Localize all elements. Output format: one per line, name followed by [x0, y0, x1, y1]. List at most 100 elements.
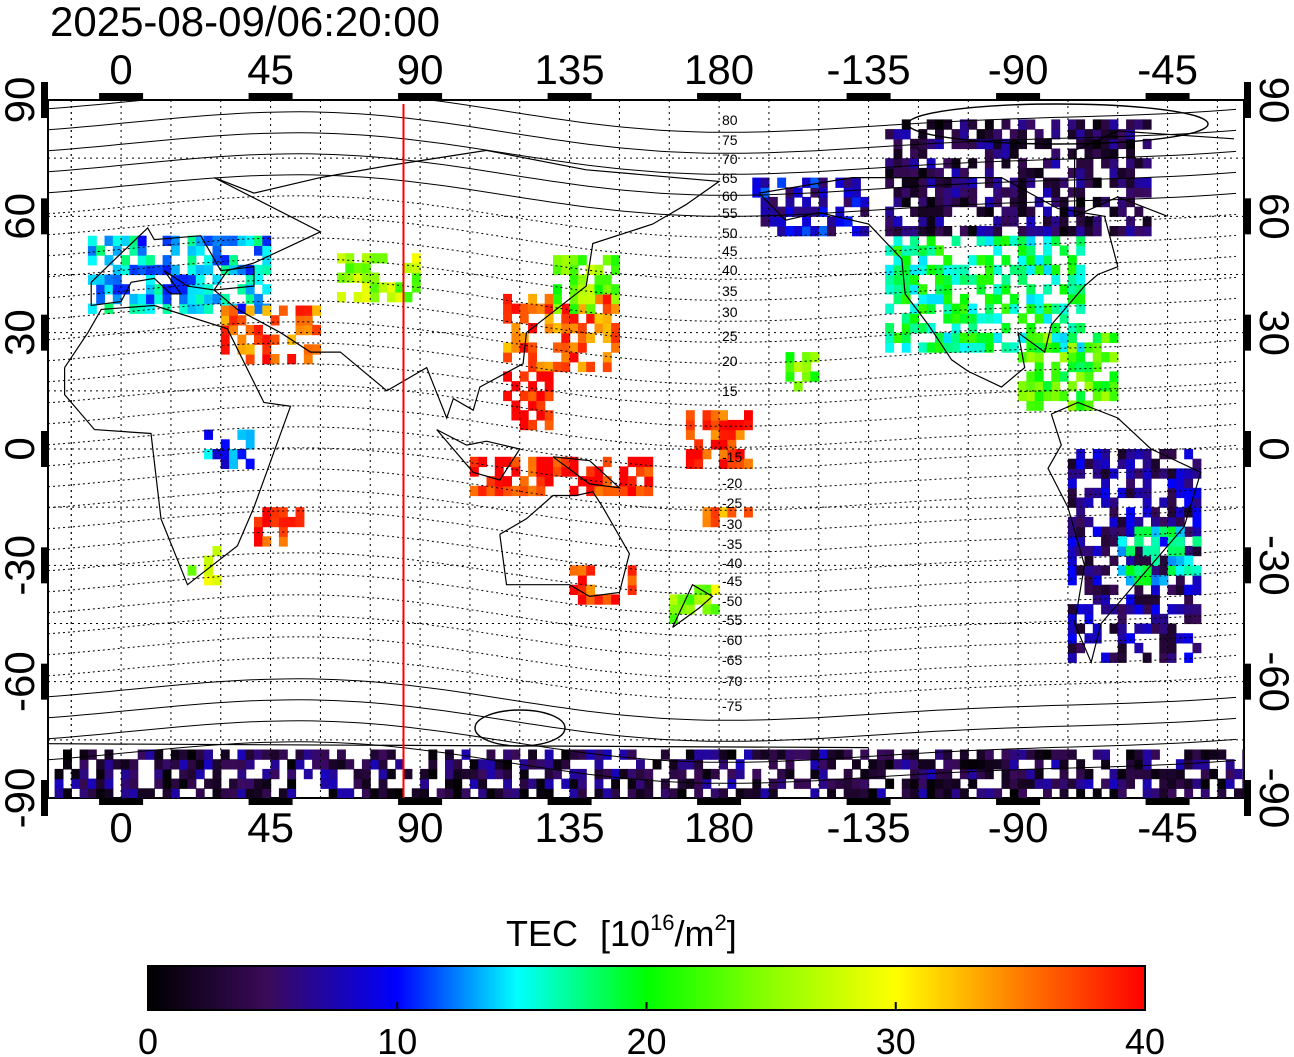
tec-cell — [702, 778, 712, 789]
tec-cell — [959, 293, 969, 305]
tec-cell — [1067, 633, 1077, 644]
bottom-lon-tick: 135 — [535, 804, 605, 851]
tec-cell — [569, 274, 579, 285]
tec-cell — [1134, 642, 1144, 654]
tec-cell — [1067, 497, 1077, 508]
tec-cell — [910, 313, 919, 324]
tec-cell — [1076, 293, 1086, 305]
tec-cell — [1134, 177, 1144, 188]
tec-cell — [254, 526, 263, 537]
bottom-tick-bar — [1145, 798, 1190, 805]
tec-cell — [611, 342, 620, 353]
tec-cell — [951, 187, 961, 198]
tec-cell — [1067, 187, 1077, 198]
tec-cell — [951, 759, 961, 770]
tec-cell — [1092, 788, 1102, 798]
tec-cell — [1109, 158, 1119, 169]
tec-cell — [943, 255, 953, 266]
tec-cell — [1034, 332, 1044, 343]
tec-cell — [1126, 138, 1135, 150]
tec-cell — [1051, 381, 1061, 392]
tec-cell — [1126, 187, 1135, 198]
tec-cell — [1043, 778, 1052, 789]
tec-cell — [1151, 507, 1160, 518]
tec-cell — [1167, 633, 1177, 644]
tec-cell — [1059, 371, 1069, 382]
tec-cell — [1192, 584, 1202, 595]
tec-cell — [727, 749, 737, 760]
tec-cell — [984, 749, 994, 760]
tec-cell — [943, 226, 953, 237]
tec-cell — [1142, 449, 1152, 460]
tec-cell — [1142, 177, 1152, 188]
tec-cell — [1092, 526, 1102, 537]
tec-cell — [785, 768, 795, 780]
tec-cell — [918, 303, 928, 314]
tec-cell — [337, 788, 346, 798]
bottom-tick-bar — [996, 798, 1041, 805]
tec-cell — [1192, 545, 1202, 557]
tec-cell — [694, 778, 704, 789]
tec-cell — [361, 788, 371, 798]
tec-cell — [1109, 536, 1119, 547]
tec-cell — [1109, 381, 1119, 392]
tec-cell — [868, 788, 878, 798]
tec-cell — [1009, 264, 1019, 276]
tec-cell — [121, 768, 130, 780]
tec-cell — [1018, 313, 1027, 324]
tec-cell — [1067, 206, 1077, 217]
tec-cell — [1051, 119, 1061, 130]
tec-cell — [968, 119, 978, 130]
tec-cell — [885, 759, 895, 770]
tec-cell — [1076, 352, 1086, 363]
tec-cell — [1126, 759, 1135, 770]
tec-cell — [968, 196, 978, 208]
tec-cell — [544, 371, 554, 382]
mlat-label: -55 — [722, 612, 742, 628]
tec-cell — [503, 485, 512, 497]
tec-cell — [1009, 293, 1019, 305]
tec-cell — [1076, 264, 1086, 276]
tec-region — [885, 119, 1152, 237]
tec-cell — [702, 584, 712, 595]
tec-cell — [1117, 458, 1127, 469]
tec-cell — [1076, 119, 1086, 130]
tec-cell — [926, 206, 936, 217]
tec-cell — [602, 749, 612, 760]
tec-cell — [918, 293, 928, 305]
tec-cell — [827, 226, 836, 237]
tec-cell — [1059, 759, 1069, 770]
tec-cell — [1134, 206, 1144, 217]
tec-cell — [993, 138, 1003, 150]
tec-cell — [677, 788, 687, 798]
tec-cell — [63, 749, 72, 760]
tec-cell — [901, 264, 911, 276]
tec-cell — [1076, 245, 1086, 256]
tec-cell — [926, 177, 936, 188]
tec-cell — [295, 516, 305, 528]
top-tick-bar — [547, 93, 592, 100]
tec-cell — [843, 177, 853, 188]
tec-cell — [735, 449, 745, 460]
tec-cell — [1192, 749, 1202, 760]
tec-cell — [561, 313, 571, 324]
tec-cell — [1192, 487, 1202, 499]
bottom-lon-tick: 180 — [684, 804, 754, 851]
tec-cell — [1117, 487, 1127, 499]
tec-cell — [860, 226, 870, 237]
tec-cell — [802, 371, 811, 382]
tec-cell — [469, 456, 479, 468]
tec-cell — [254, 293, 263, 305]
tec-cell — [179, 284, 189, 295]
tec-cell — [577, 584, 587, 595]
tec-cell — [1192, 642, 1202, 654]
tec-cell — [494, 768, 504, 780]
tec-cell — [660, 749, 670, 760]
tec-cell — [162, 255, 172, 266]
tec-cell — [254, 516, 263, 528]
tec-cell — [320, 778, 330, 789]
tec-cell — [129, 245, 139, 256]
tec-cell — [104, 274, 114, 285]
tec-cell — [1084, 575, 1094, 586]
tec-cell — [361, 778, 371, 789]
